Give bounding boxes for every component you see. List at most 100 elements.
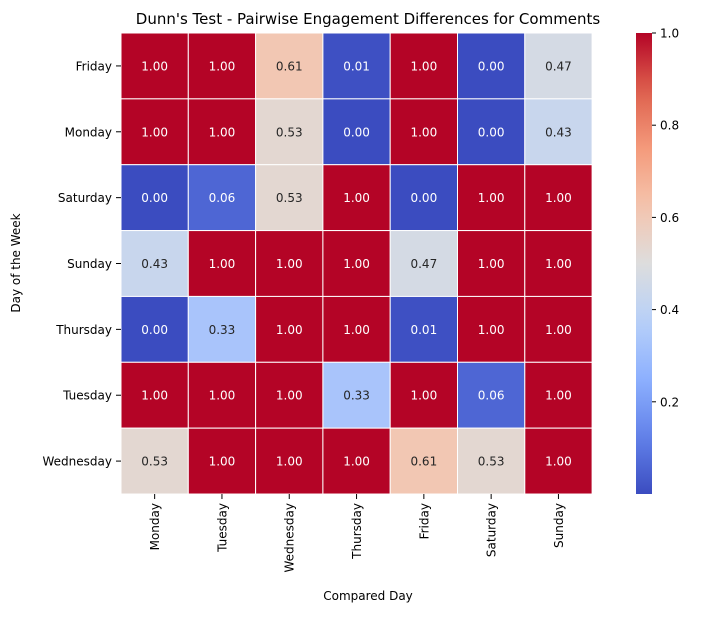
- cell-value-label: 0.43: [545, 125, 572, 139]
- colorbar-tick-label: 0.6: [660, 211, 679, 225]
- cell-value-label: 0.00: [478, 125, 505, 139]
- heatmap-cell: [120, 32, 189, 100]
- cell-value-label: 0.00: [141, 323, 168, 337]
- cell-value-label: 1.00: [343, 191, 370, 205]
- heatmap-cell: [187, 361, 257, 429]
- x-axis-ticks: Monday Tuesday Wednesday Thursday Friday Satu…: [148, 494, 566, 573]
- cell-value-label: 0.00: [141, 191, 168, 205]
- cell-value-label: 1.00: [141, 389, 168, 403]
- cell-value-label: 1.00: [545, 323, 572, 337]
- x-tick-label: Saturday: [485, 503, 499, 557]
- cell-value-label: 0.01: [410, 323, 437, 337]
- heatmap-cell: [322, 32, 391, 100]
- heatmap-cell: [120, 361, 189, 429]
- colorbar-tick-label: 0.4: [660, 303, 679, 317]
- cell-value-label: 1.00: [209, 59, 236, 73]
- heatmap-cell: [255, 295, 324, 363]
- heatmap-cell: [524, 230, 593, 297]
- cell-value-label: 0.53: [478, 455, 505, 469]
- heatmap-cell: [389, 164, 459, 232]
- heatmap-cell: [457, 164, 526, 232]
- cell-value-label: 1.00: [478, 323, 505, 337]
- cell-value-label: 0.43: [141, 257, 168, 271]
- heatmap-cell: [389, 427, 459, 495]
- y-tick-label: Friday: [76, 59, 112, 73]
- heatmap-cell: [389, 98, 459, 166]
- cell-value-label: 1.00: [545, 455, 572, 469]
- x-axis-label: Compared Day: [323, 589, 413, 603]
- heatmap-cell: [255, 164, 324, 232]
- cell-value-label: 1.00: [141, 59, 168, 73]
- cell-value-label: 1.00: [209, 125, 236, 139]
- heatmap-cell: [524, 164, 593, 232]
- heatmap-cell: [255, 98, 324, 166]
- cell-value-label: 0.06: [209, 191, 236, 205]
- cell-value-label: 1.00: [209, 257, 236, 271]
- y-tick-label: Monday: [65, 125, 112, 139]
- cell-value-label: 1.00: [209, 389, 236, 403]
- cell-value-label: 1.00: [343, 257, 370, 271]
- heatmap-cell: [524, 361, 593, 429]
- heatmap-cell: [187, 32, 257, 100]
- heatmap-cell: [120, 295, 189, 363]
- cell-value-label: 0.61: [276, 59, 303, 73]
- cell-value-label: 1.00: [209, 455, 236, 469]
- x-tick-label: Sunday: [552, 503, 566, 548]
- heatmap-cell: [389, 361, 459, 429]
- y-tick-label: Saturday: [58, 191, 112, 205]
- heatmap-cell: [457, 427, 526, 495]
- chart-title: Dunn's Test - Pairwise Engagement Differ…: [136, 10, 601, 28]
- colorbar-gradient: [636, 33, 652, 494]
- x-tick-label: Friday: [417, 503, 431, 539]
- cell-value-label: 0.61: [410, 455, 437, 469]
- heatmap-cell: [322, 427, 391, 495]
- cell-value-label: 1.00: [478, 191, 505, 205]
- x-tick-label: Tuesday: [215, 503, 229, 553]
- cell-value-label: 0.01: [343, 59, 370, 73]
- cell-value-label: 1.00: [141, 125, 168, 139]
- colorbar-tick-label: 0.8: [660, 119, 679, 133]
- heatmap-cell: [187, 164, 257, 232]
- heatmap-cell: [187, 230, 257, 297]
- y-axis-ticks: Friday Monday Saturday Sunday Thursday Tuesda…: [43, 59, 121, 469]
- cell-value-label: 1.00: [410, 389, 437, 403]
- cell-value-label: 1.00: [545, 389, 572, 403]
- heatmap-cell: [524, 427, 593, 495]
- cell-value-label: 1.00: [343, 323, 370, 337]
- heatmap-cell: [457, 32, 526, 100]
- cell-value-label: 0.06: [478, 389, 505, 403]
- heatmap-cell: [322, 164, 391, 232]
- y-tick-label: Wednesday: [43, 455, 112, 469]
- cell-value-label: 1.00: [410, 125, 437, 139]
- cell-value-label: 1.00: [276, 323, 303, 337]
- cell-value-label: 0.00: [410, 191, 437, 205]
- heatmap-cell: [255, 32, 324, 100]
- heatmap-cell: [524, 98, 593, 166]
- cell-value-label: 0.33: [209, 323, 236, 337]
- x-tick-label: Thursday: [350, 503, 364, 560]
- cell-value-label: 0.00: [478, 59, 505, 73]
- heatmap-cell: [255, 427, 324, 495]
- heatmap-cell: [120, 230, 189, 297]
- x-tick-label: Monday: [148, 503, 162, 550]
- heatmap-cell: [120, 427, 189, 495]
- y-tick-label: Tuesday: [62, 389, 112, 403]
- y-tick-label: Sunday: [67, 257, 112, 271]
- cell-value-label: 0.53: [276, 125, 303, 139]
- y-axis-label: Day of the Week: [9, 213, 23, 312]
- cell-value-label: 1.00: [276, 455, 303, 469]
- cell-value-label: 1.00: [545, 191, 572, 205]
- cell-value-label: 0.53: [276, 191, 303, 205]
- heatmap-cell: [255, 361, 324, 429]
- cell-value-label: 1.00: [276, 389, 303, 403]
- x-tick-label: Wednesday: [283, 503, 297, 572]
- heatmap-cell: [322, 361, 391, 429]
- cell-value-label: 1.00: [343, 455, 370, 469]
- cell-value-label: 0.33: [343, 389, 370, 403]
- cell-value-label: 1.00: [276, 257, 303, 271]
- cell-value-label: 1.00: [478, 257, 505, 271]
- cell-value-label: 0.47: [545, 59, 572, 73]
- colorbar-tick-label: 0.2: [660, 395, 679, 409]
